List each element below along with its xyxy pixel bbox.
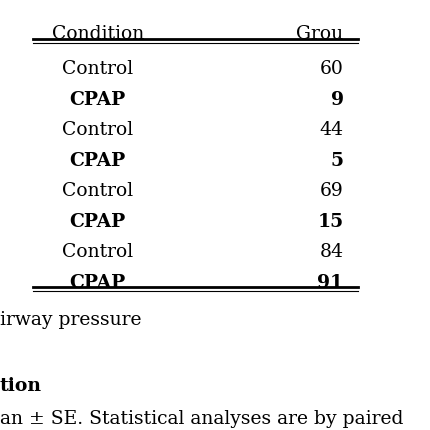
Text: Control: Control — [62, 60, 133, 78]
Text: Grou: Grou — [296, 25, 343, 43]
Text: CPAP: CPAP — [69, 212, 126, 230]
Text: CPAP: CPAP — [69, 273, 126, 291]
Text: 69: 69 — [319, 182, 343, 200]
Text: Control: Control — [62, 182, 133, 200]
Text: Condition: Condition — [52, 25, 144, 43]
Text: 5: 5 — [330, 151, 343, 169]
Text: 84: 84 — [319, 243, 343, 261]
Text: Control: Control — [62, 243, 133, 261]
Text: an ± SE. Statistical analyses are by paired: an ± SE. Statistical analyses are by pai… — [0, 409, 402, 427]
Text: 60: 60 — [319, 60, 343, 78]
Text: 9: 9 — [330, 91, 343, 108]
Text: tion: tion — [0, 376, 42, 394]
Text: Control: Control — [62, 121, 133, 139]
Text: irway pressure: irway pressure — [0, 310, 141, 328]
Text: 15: 15 — [317, 212, 343, 230]
Text: CPAP: CPAP — [69, 91, 126, 108]
Text: 91: 91 — [317, 273, 343, 291]
Text: 44: 44 — [319, 121, 343, 139]
Text: CPAP: CPAP — [69, 151, 126, 169]
